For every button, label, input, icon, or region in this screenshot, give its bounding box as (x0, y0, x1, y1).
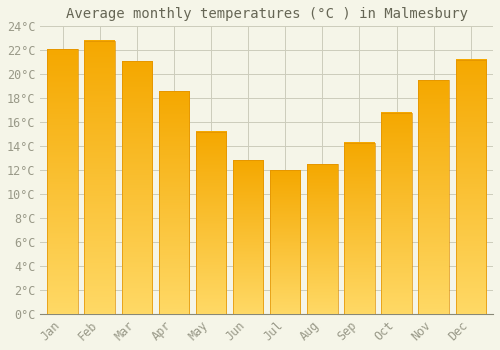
Bar (196, 132, 226, 314)
Bar (344, 142, 374, 314)
Bar (456, 60, 486, 314)
Bar (122, 61, 152, 314)
Bar (84, 41, 115, 314)
Bar (418, 80, 449, 314)
Bar (158, 91, 189, 314)
Bar (307, 164, 338, 314)
Bar (382, 113, 412, 314)
Title: Average monthly temperatures (°C ) in Malmesbury: Average monthly temperatures (°C ) in Ma… (66, 7, 468, 21)
Bar (233, 161, 264, 314)
Bar (270, 170, 300, 314)
Bar (48, 49, 78, 314)
